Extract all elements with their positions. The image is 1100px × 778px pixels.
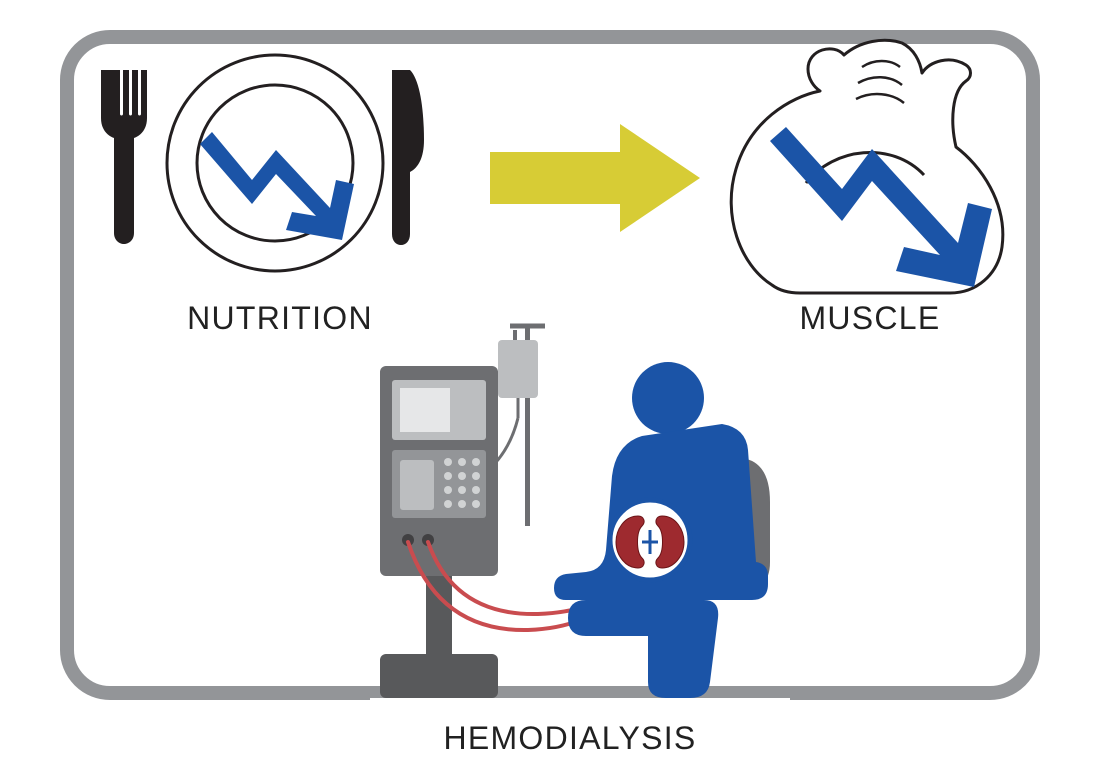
nutrition-decline-arrow-icon bbox=[200, 132, 354, 240]
fork-icon bbox=[101, 70, 147, 244]
nutrition-illustration bbox=[0, 0, 440, 300]
knife-icon bbox=[392, 70, 424, 245]
kidney-icon bbox=[610, 500, 690, 580]
dialysis-machine-icon bbox=[380, 366, 498, 698]
leads-to-arrow-icon bbox=[480, 118, 710, 238]
hemodialysis-illustration bbox=[350, 320, 810, 720]
muscle-illustration bbox=[720, 25, 1030, 305]
hemodialysis-label: HEMODIALYSIS bbox=[410, 720, 730, 757]
